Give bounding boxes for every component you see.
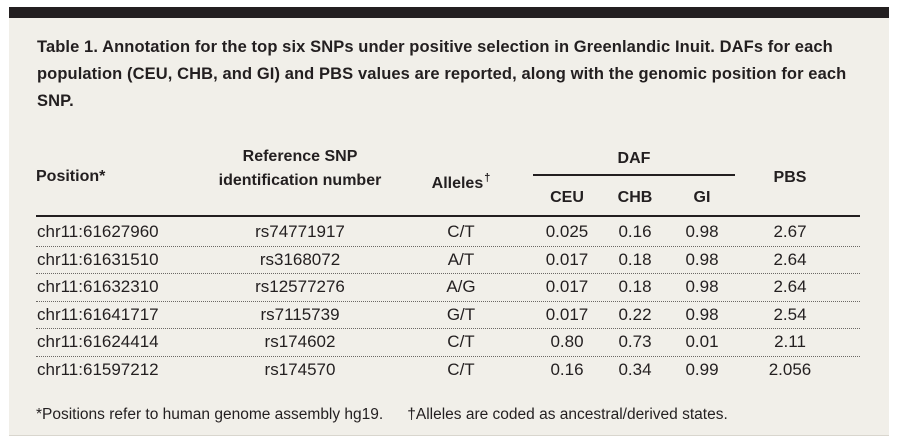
cell-alleles: C/T	[447, 222, 475, 241]
cell-position: chr11:61624414	[37, 332, 159, 351]
cell-chb: 0.18	[618, 249, 652, 269]
cell-rsid: rs174602	[264, 332, 336, 351]
header-pbs: PBS	[773, 169, 807, 186]
cell-pbs: 2.67	[773, 222, 807, 241]
table-row: chr11:61641717 rs7115739 G/T 0.017 0.22 …	[36, 302, 860, 329]
cell-gi: 0.98	[685, 249, 719, 269]
cell-pbs: 2.056	[768, 359, 812, 379]
cell-position: chr11:61597212	[37, 359, 159, 379]
footnote-alleles: †Alleles are coded as ancestral/derived …	[407, 406, 728, 423]
table-row: chr11:61597212 rs174570 C/T 0.16 0.34 0.…	[36, 357, 860, 384]
header-gi: GI	[693, 189, 711, 206]
cell-alleles: G/T	[446, 304, 476, 324]
cell-ceu: 0.017	[545, 304, 589, 324]
header-position: Position*	[36, 168, 106, 185]
header-alleles-label: Alleles	[431, 175, 484, 192]
table-row: chr11:61624414 rs174602 C/T 0.80 0.73 0.…	[36, 329, 860, 357]
cell-pbs: 2.11	[774, 332, 806, 351]
cell-alleles: A/T	[447, 249, 475, 269]
cell-gi: 0.01	[685, 332, 719, 351]
table-footnotes: *Positions refer to human genome assembl…	[36, 405, 728, 425]
cell-rsid: rs12577276	[255, 277, 345, 296]
table-row: chr11:61631510 rs3168072 A/T 0.017 0.18 …	[36, 247, 860, 274]
cell-rsid: rs174570	[264, 359, 336, 379]
cell-chb: 0.22	[618, 304, 652, 324]
header-chb: CHB	[617, 189, 653, 206]
header-reference-snp: Reference SNP identification number	[218, 148, 382, 189]
cell-alleles: A/G	[446, 277, 476, 296]
daf-group-rule	[533, 174, 735, 176]
top-rule	[9, 7, 889, 18]
cell-alleles: C/T	[447, 359, 475, 379]
cell-chb: 0.34	[618, 359, 652, 379]
cell-ceu: 0.16	[550, 359, 584, 379]
table-row: chr11:61627960 rs74771917 C/T 0.025 0.16…	[36, 219, 860, 247]
cell-ceu: 0.017	[545, 277, 589, 296]
cell-ceu: 0.80	[550, 332, 584, 351]
cell-chb: 0.73	[618, 332, 652, 351]
table-caption: Table 1. Annotation for the top six SNPs…	[37, 38, 847, 110]
cell-position: chr11:61641717	[37, 304, 159, 324]
cell-gi: 0.98	[685, 304, 719, 324]
cell-rsid: rs7115739	[260, 304, 340, 324]
cell-position: chr11:61631510	[37, 249, 159, 269]
dagger-mark: †	[484, 172, 491, 184]
cell-pbs: 2.64	[773, 249, 807, 269]
table-row: chr11:61632310 rs12577276 A/G 0.017 0.18…	[36, 274, 860, 302]
footnote-positions: *Positions refer to human genome assembl…	[36, 406, 384, 423]
cell-pbs: 2.64	[773, 277, 807, 296]
cell-position: chr11:61632310	[37, 277, 159, 296]
cell-rsid: rs3168072	[259, 249, 341, 269]
cell-gi: 0.99	[685, 359, 719, 379]
header-rule	[36, 215, 860, 217]
cell-ceu: 0.017	[545, 249, 589, 269]
cell-gi: 0.98	[685, 222, 719, 241]
table-body: chr11:61627960 rs74771917 C/T 0.025 0.16…	[36, 219, 860, 383]
cell-rsid: rs74771917	[255, 222, 345, 241]
cell-alleles: C/T	[447, 332, 475, 351]
header-alleles: Alleles†	[417, 166, 505, 196]
cell-gi: 0.98	[685, 277, 719, 296]
cell-pbs: 2.54	[773, 304, 807, 324]
cell-chb: 0.16	[618, 222, 652, 241]
table-panel: Table 1. Annotation for the top six SNPs…	[9, 7, 889, 436]
header-daf: DAF	[617, 150, 651, 167]
cell-position: chr11:61627960	[37, 222, 159, 241]
cell-chb: 0.18	[618, 277, 652, 296]
header-ceu: CEU	[550, 189, 584, 206]
cell-ceu: 0.025	[545, 222, 589, 241]
